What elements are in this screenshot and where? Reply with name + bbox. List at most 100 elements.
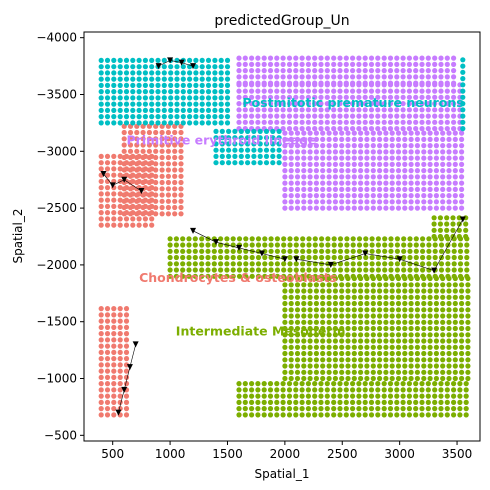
scatter-point-primitive_erythroid (255, 61, 261, 67)
scatter-point-intermediate_mesoderm (343, 399, 349, 405)
scatter-point-intermediate_mesoderm (243, 267, 249, 273)
scatter-point-primitive_erythroid (375, 68, 381, 74)
scatter-point-intermediate_mesoderm (383, 319, 389, 325)
scatter-point-primitive_erythroid (288, 168, 294, 174)
scatter-point-intermediate_mesoderm (389, 319, 395, 325)
scatter-point-intermediate_mesoderm (199, 236, 205, 242)
scatter-point-primitive_erythroid (332, 161, 338, 167)
scatter-point-primitive_erythroid (249, 113, 255, 119)
scatter-point-primitive_erythroid (421, 155, 427, 161)
scatter-point-primitive_erythroid (312, 68, 318, 74)
scatter-point-intermediate_mesoderm (358, 313, 364, 319)
scatter-point-chondrocytes (98, 399, 104, 405)
scatter-point-intermediate_mesoderm (414, 319, 420, 325)
scatter-point-primitive_erythroid (446, 193, 452, 199)
scatter-point-postmitotic_neurons (104, 70, 111, 76)
scatter-point-postmitotic_neurons (270, 128, 276, 134)
scatter-point-intermediate_mesoderm (282, 363, 288, 369)
scatter-point-intermediate_mesoderm (394, 381, 400, 387)
scatter-point-primitive_erythroid (261, 113, 267, 119)
scatter-point-intermediate_mesoderm (402, 307, 408, 313)
scatter-point-postmitotic_neurons (232, 128, 238, 134)
scatter-point-intermediate_mesoderm (312, 381, 318, 387)
scatter-point-primitive_erythroid (364, 168, 370, 174)
scatter-point-primitive_erythroid (313, 155, 319, 161)
scatter-point-postmitotic_neurons (226, 147, 232, 153)
scatter-point-intermediate_mesoderm (369, 261, 375, 267)
scatter-point-intermediate_mesoderm (438, 399, 444, 405)
scatter-point-postmitotic_neurons (104, 107, 111, 113)
scatter-point-chondrocytes (146, 186, 152, 192)
scatter-point-postmitotic_neurons (123, 114, 130, 120)
scatter-point-chondrocytes (178, 173, 184, 179)
scatter-point-intermediate_mesoderm (465, 375, 471, 382)
scatter-point-primitive_erythroid (294, 186, 301, 192)
scatter-point-intermediate_mesoderm (293, 399, 299, 405)
scatter-point-intermediate_mesoderm (192, 242, 198, 248)
scatter-point-primitive_erythroid (312, 126, 318, 132)
scatter-point-intermediate_mesoderm (324, 381, 330, 387)
scatter-point-intermediate_mesoderm (413, 393, 419, 399)
scatter-point-primitive_erythroid (432, 68, 438, 74)
scatter-point-primitive_erythroid (324, 68, 330, 74)
scatter-point-primitive_erythroid (408, 205, 414, 211)
scatter-point-chondrocytes (172, 179, 178, 186)
scatter-point-intermediate_mesoderm (414, 375, 420, 382)
scatter-point-postmitotic_neurons (199, 95, 205, 101)
scatter-point-intermediate_mesoderm (377, 332, 383, 338)
scatter-point-intermediate_mesoderm (236, 381, 242, 387)
scatter-point-primitive_erythroid (305, 94, 311, 100)
scatter-point-chondrocytes (104, 331, 111, 337)
scatter-point-intermediate_mesoderm (387, 412, 394, 418)
scatter-point-intermediate_mesoderm (377, 288, 383, 294)
scatter-point-intermediate_mesoderm (432, 406, 438, 412)
scatter-point-chondrocytes (127, 129, 134, 136)
scatter-point-postmitotic_neurons (276, 147, 282, 153)
scatter-point-intermediate_mesoderm (299, 412, 305, 418)
scatter-point-chondrocytes (111, 166, 117, 172)
scatter-point-intermediate_mesoderm (395, 375, 402, 382)
scatter-point-primitive_erythroid (299, 55, 305, 61)
scatter-point-intermediate_mesoderm (368, 393, 375, 399)
scatter-point-intermediate_mesoderm (375, 248, 381, 254)
scatter-point-primitive_erythroid (356, 119, 362, 125)
scatter-point-postmitotic_neurons (199, 82, 205, 88)
scatter-point-chondrocytes (111, 349, 117, 355)
scatter-point-intermediate_mesoderm (268, 267, 274, 273)
scatter-point-intermediate_mesoderm (369, 273, 375, 279)
scatter-point-primitive_erythroid (452, 180, 458, 186)
scatter-point-intermediate_mesoderm (293, 261, 299, 267)
scatter-point-intermediate_mesoderm (377, 350, 383, 357)
scatter-point-postmitotic_neurons (187, 89, 193, 95)
scatter-point-intermediate_mesoderm (320, 375, 326, 382)
scatter-point-postmitotic_neurons (226, 160, 232, 166)
scatter-point-intermediate_mesoderm (381, 406, 387, 412)
scatter-point-postmitotic_neurons (238, 160, 244, 166)
scatter-point-primitive_erythroid (377, 168, 383, 174)
scatter-point-primitive_erythroid (282, 168, 288, 174)
scatter-point-intermediate_mesoderm (421, 350, 427, 357)
scatter-point-intermediate_mesoderm (307, 300, 313, 307)
scatter-point-chondrocytes (98, 406, 104, 412)
scatter-point-intermediate_mesoderm (313, 294, 319, 300)
scatter-point-intermediate_mesoderm (293, 236, 299, 242)
scatter-point-chondrocytes (172, 167, 178, 173)
scatter-point-intermediate_mesoderm (394, 248, 400, 254)
scatter-point-primitive_erythroid (255, 119, 261, 125)
scatter-point-primitive_erythroid (345, 193, 351, 199)
scatter-point-intermediate_mesoderm (192, 273, 198, 279)
scatter-point-primitive_erythroid (394, 126, 400, 132)
scatter-point-intermediate_mesoderm (261, 393, 267, 399)
scatter-point-intermediate_mesoderm (249, 261, 255, 267)
scatter-point-primitive_erythroid (387, 94, 394, 100)
scatter-point-intermediate_mesoderm (351, 344, 357, 350)
scatter-point-intermediate_mesoderm (440, 357, 446, 363)
scatter-point-chondrocytes (98, 331, 104, 337)
scatter-point-intermediate_mesoderm (293, 273, 299, 279)
scatter-point-intermediate_mesoderm (446, 332, 452, 338)
scatter-point-intermediate_mesoderm (294, 288, 301, 294)
velocity-stream-1 (103, 173, 142, 192)
scatter-point-primitive_erythroid (337, 55, 343, 61)
scatter-point-primitive_erythroid (249, 80, 255, 86)
scatter-point-primitive_erythroid (433, 174, 439, 180)
